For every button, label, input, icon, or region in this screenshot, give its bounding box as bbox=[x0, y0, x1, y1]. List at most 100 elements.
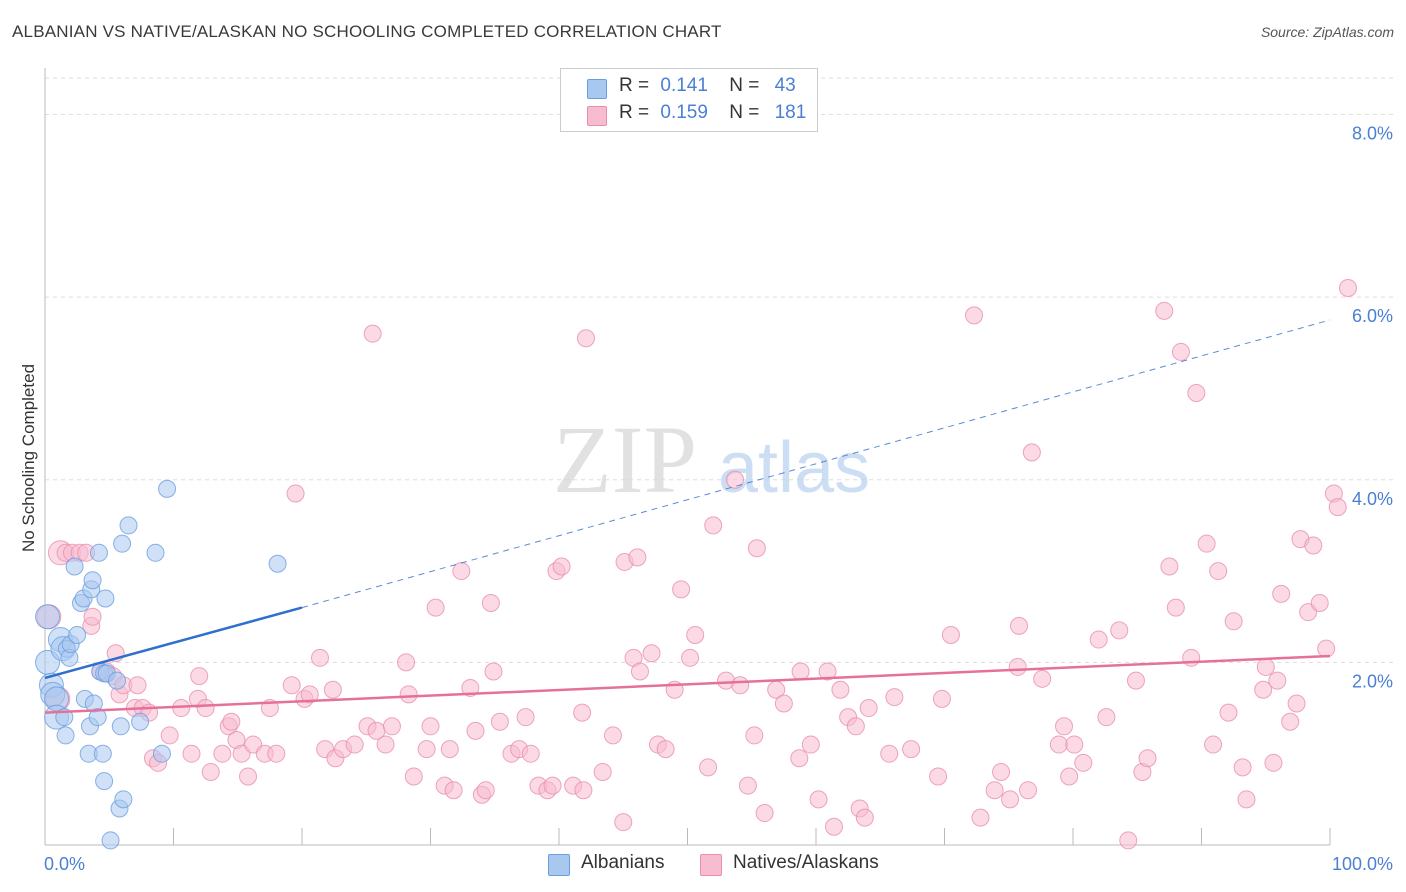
albanian-point bbox=[107, 671, 126, 690]
legend-n-value: 43 bbox=[774, 75, 796, 96]
legend-item-natives[interactable]: Natives/Alaskans bbox=[700, 852, 879, 876]
albanian-point bbox=[268, 554, 287, 573]
native-point bbox=[310, 648, 329, 667]
native-point bbox=[681, 648, 700, 667]
native-point bbox=[941, 625, 960, 644]
native-point bbox=[831, 680, 850, 699]
native-point bbox=[476, 781, 495, 800]
native-point bbox=[521, 744, 540, 763]
legend-swatch-albanians bbox=[548, 854, 570, 876]
albanian-trend-extension bbox=[301, 319, 1331, 609]
native-point bbox=[642, 644, 661, 663]
native-point bbox=[1268, 671, 1287, 690]
albanian-point bbox=[68, 625, 87, 644]
albanian-point bbox=[111, 717, 130, 736]
native-point bbox=[516, 708, 535, 727]
native-point bbox=[481, 594, 500, 613]
y-tick-label: 2.0% bbox=[1352, 671, 1393, 691]
native-point bbox=[880, 744, 899, 763]
albanian-point bbox=[146, 543, 165, 562]
native-point bbox=[201, 762, 220, 781]
albanian-point bbox=[56, 726, 75, 745]
albanian-point bbox=[101, 831, 120, 850]
native-point bbox=[1065, 735, 1084, 754]
native-point bbox=[929, 767, 948, 786]
gridlines bbox=[45, 77, 1395, 663]
albanian-point bbox=[114, 790, 133, 809]
y-tick-label: 4.0% bbox=[1352, 489, 1393, 509]
albanian-point bbox=[35, 604, 61, 630]
native-point bbox=[444, 781, 463, 800]
native-point bbox=[363, 324, 382, 343]
albanian-point bbox=[113, 534, 132, 553]
native-point bbox=[1033, 669, 1052, 688]
legend-item-albanians[interactable]: Albanians bbox=[548, 852, 664, 876]
native-point bbox=[846, 717, 865, 736]
native-point bbox=[704, 516, 723, 535]
native-point bbox=[1256, 657, 1275, 676]
native-point bbox=[300, 685, 319, 704]
x-tick-label: 0.0% bbox=[44, 854, 85, 874]
native-point bbox=[593, 762, 612, 781]
native-point bbox=[1160, 557, 1179, 576]
native-point bbox=[376, 735, 395, 754]
native-point bbox=[239, 767, 258, 786]
native-point bbox=[1187, 384, 1206, 403]
native-point bbox=[1264, 753, 1283, 772]
legend-swatch-natives bbox=[587, 106, 607, 126]
correlation-legend: R = 0.141 N = 43 R = 0.159 N = 181 bbox=[560, 68, 818, 132]
native-point bbox=[574, 781, 593, 800]
trend-lines bbox=[44, 319, 1331, 714]
native-point bbox=[421, 717, 440, 736]
native-point bbox=[1204, 735, 1223, 754]
native-point bbox=[397, 653, 416, 672]
native-point bbox=[885, 688, 904, 707]
native-point bbox=[686, 625, 705, 644]
native-point bbox=[1272, 584, 1291, 603]
native-point bbox=[965, 306, 984, 325]
native-point bbox=[399, 685, 418, 704]
native-point bbox=[992, 762, 1011, 781]
native-point bbox=[809, 790, 828, 809]
albanian-point bbox=[96, 589, 115, 608]
watermark-zip: ZIP bbox=[553, 406, 697, 513]
native-point bbox=[971, 808, 990, 827]
native-point bbox=[484, 662, 503, 681]
native-point bbox=[791, 662, 810, 681]
native-point bbox=[440, 740, 459, 759]
native-point bbox=[286, 484, 305, 503]
native-point bbox=[573, 703, 592, 722]
native-point bbox=[1155, 301, 1174, 320]
y-tick-label: 8.0% bbox=[1352, 124, 1393, 144]
native-point bbox=[1049, 735, 1068, 754]
watermark-atlas: atlas bbox=[718, 428, 870, 508]
native-point bbox=[1233, 758, 1252, 777]
native-point bbox=[774, 694, 793, 713]
native-point bbox=[699, 758, 718, 777]
native-point bbox=[1008, 657, 1027, 676]
native-point bbox=[1001, 790, 1020, 809]
native-point bbox=[824, 817, 843, 836]
native-point bbox=[490, 712, 509, 731]
legend-r-label: R = bbox=[619, 102, 650, 123]
albanian-point bbox=[158, 479, 177, 498]
native-point bbox=[1328, 498, 1347, 517]
legend-n-value: 181 bbox=[774, 102, 807, 123]
native-point bbox=[738, 776, 757, 795]
native-point bbox=[726, 470, 745, 489]
native-point bbox=[213, 744, 232, 763]
albanian-point bbox=[65, 557, 84, 576]
native-point bbox=[790, 749, 809, 768]
native-point bbox=[1219, 703, 1238, 722]
native-point bbox=[1171, 342, 1190, 361]
native-point bbox=[382, 717, 401, 736]
native-point bbox=[859, 699, 878, 718]
x-tick-label: 100.0% bbox=[1332, 854, 1393, 874]
native-point bbox=[603, 726, 622, 745]
native-point bbox=[1209, 562, 1228, 581]
native-point bbox=[404, 767, 423, 786]
native-point bbox=[323, 680, 342, 699]
native-point bbox=[160, 726, 179, 745]
legend-row-albanians: R = 0.141 N = 43 bbox=[587, 75, 796, 99]
native-point bbox=[801, 735, 820, 754]
